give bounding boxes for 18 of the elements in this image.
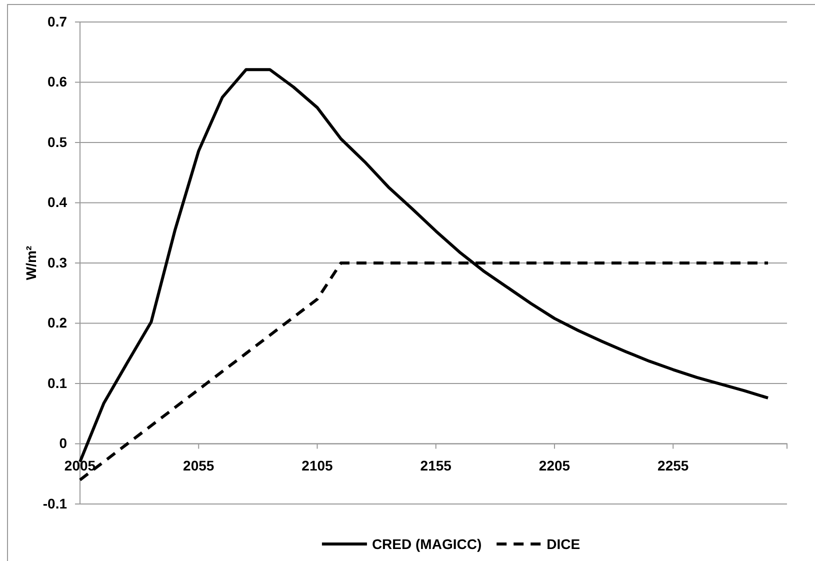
y-tick-label: 0.5 [48,134,68,150]
y-tick-label: 0.6 [48,74,68,90]
y-tick-label: 0 [59,435,68,452]
x-tick-label: 2205 [538,458,570,474]
y-tick-label: 0.7 [48,13,68,30]
legend-label: CRED (MAGICC) [372,536,482,552]
legend-label: DICE [546,536,580,552]
x-tick-label: 2005 [64,458,96,474]
y-tick-label: 0.2 [48,314,68,331]
y-tick-label: -0.1 [42,495,68,512]
y-axis-title: W/m² [23,246,39,280]
x-tick-label: 2055 [183,458,214,474]
y-tick-label: 0.4 [48,194,68,210]
x-tick-label: 2255 [658,458,689,474]
y-tick-label: 0.1 [48,374,68,391]
x-tick-label: 2155 [420,458,452,474]
y-tick-label: 0.3 [48,254,68,270]
x-tick-label: 2105 [302,458,334,474]
